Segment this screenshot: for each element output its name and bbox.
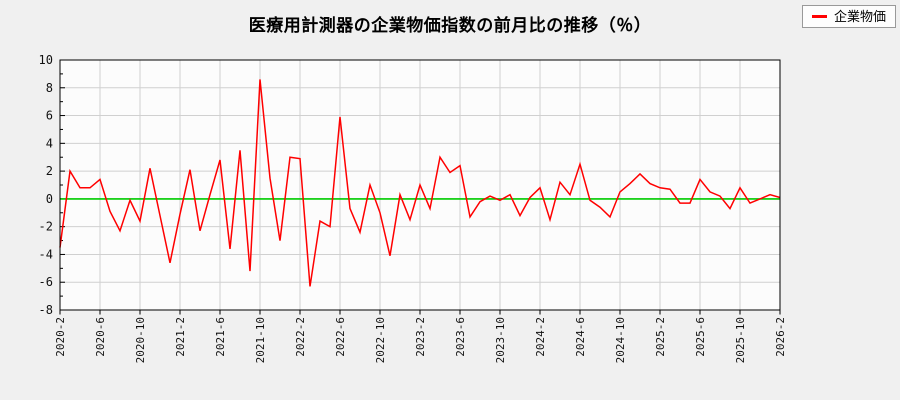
x-tick-label: 2024-2 (534, 317, 547, 357)
y-tick-label: -2 (39, 220, 53, 234)
x-tick-label: 2024-6 (574, 317, 587, 357)
plot-frame (59, 59, 781, 311)
x-tick-label: 2020-10 (134, 317, 147, 363)
x-tick-label: 2020-6 (94, 317, 107, 357)
legend: 企業物価 (801, 5, 896, 28)
x-tick-label: 2023-2 (414, 317, 427, 357)
x-tick-label: 2023-6 (454, 317, 467, 357)
x-tick-label: 2021-2 (174, 317, 187, 357)
y-tick-label: -4 (39, 247, 53, 261)
y-tick-label: 2 (46, 164, 53, 178)
x-tick-label: 2022-10 (374, 317, 387, 363)
x-tick-label: 2022-2 (294, 317, 307, 357)
x-tick-label: 2025-2 (654, 317, 667, 357)
x-tick-label: 2021-6 (214, 317, 227, 357)
x-tick-label: 2020-2 (54, 317, 67, 357)
y-tick-label: 0 (46, 192, 53, 206)
price-series-line (59, 79, 781, 287)
y-tick-label: -8 (39, 303, 53, 317)
chart-title: 医療用計測器の企業物価指数の前月比の推移（％） (248, 16, 652, 35)
x-tick-label: 2025-10 (734, 317, 747, 363)
x-tick-label: 2026-2 (774, 317, 787, 357)
x-tick-label: 2022-6 (334, 317, 347, 357)
y-tick-label: 4 (46, 136, 53, 150)
legend-label: 企業物価 (833, 9, 886, 24)
x-tick-label: 2025-6 (694, 317, 707, 357)
y-tick-label: 8 (46, 81, 53, 95)
x-tick-label: 2021-10 (254, 317, 267, 363)
x-tick-label: 2023-10 (494, 317, 507, 363)
y-tick-label: -6 (39, 275, 53, 289)
y-tick-label: 10 (39, 53, 53, 67)
y-tick-label: 6 (46, 109, 53, 123)
x-tick-label: 2024-10 (614, 317, 627, 363)
legend-line-marker (811, 15, 827, 18)
